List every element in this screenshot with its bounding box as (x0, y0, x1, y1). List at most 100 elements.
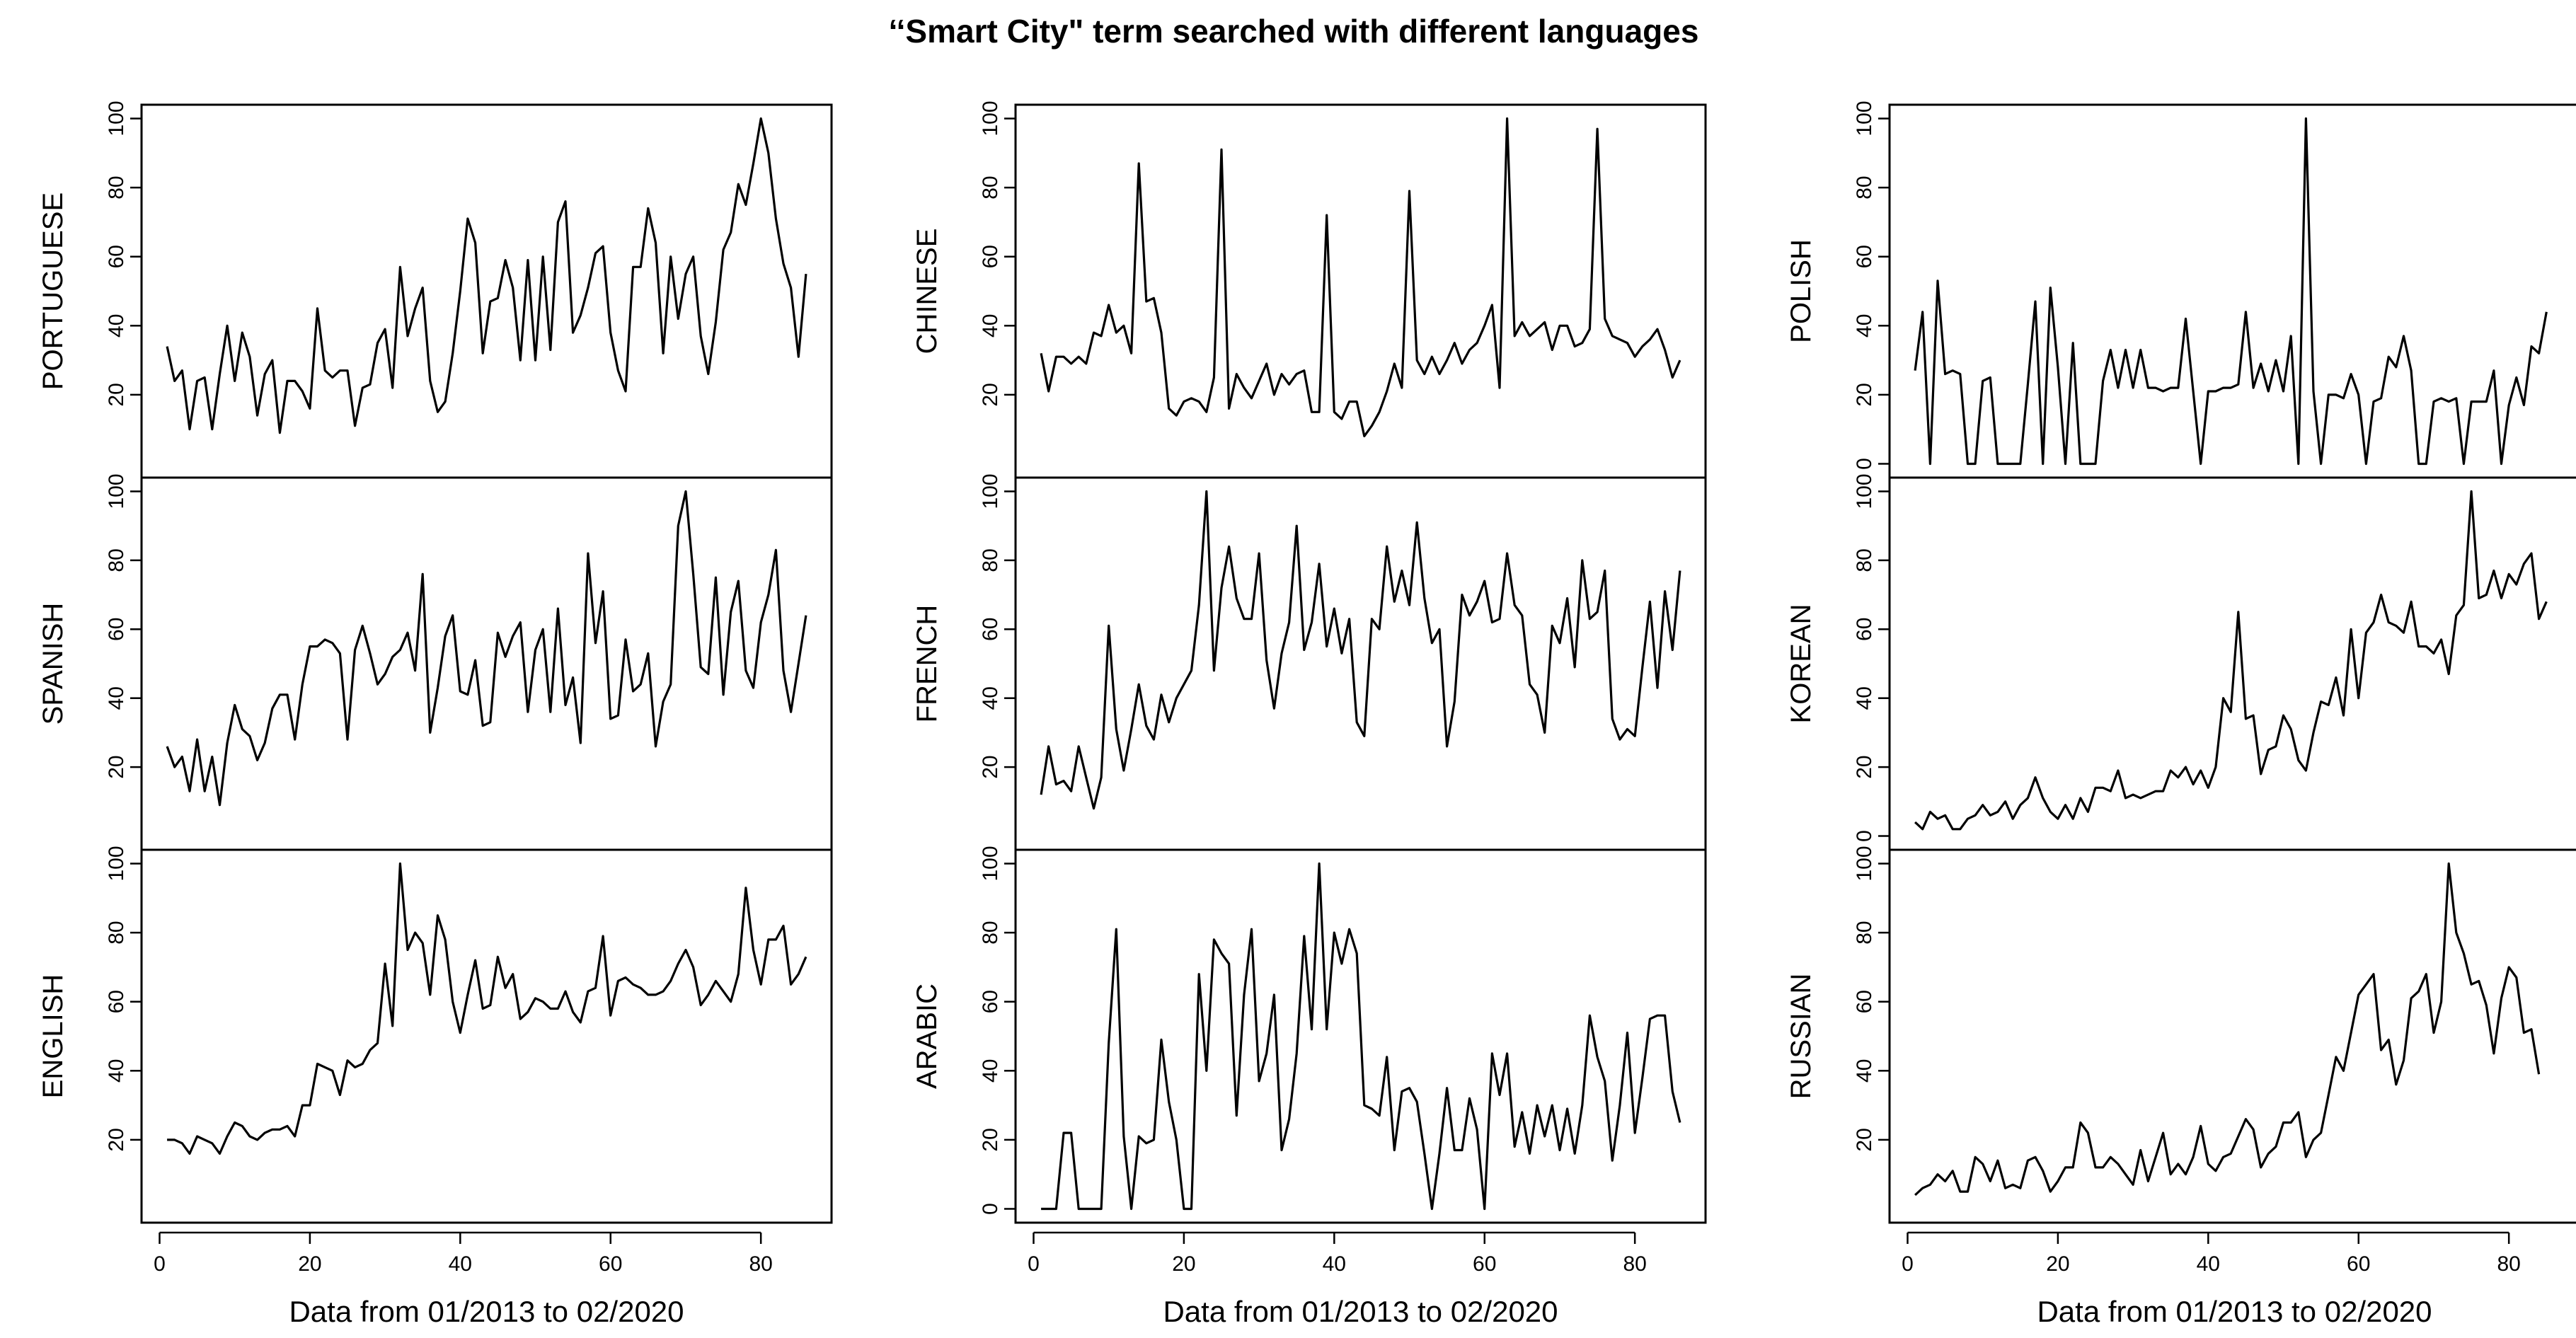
y-tick-label: 80 (979, 921, 1002, 944)
y-tick-label: 40 (105, 686, 128, 710)
y-tick-label: 80 (1853, 921, 1876, 944)
y-tick-label: 100 (979, 473, 1002, 509)
y-axis-label: ENGLISH (38, 974, 69, 1099)
x-tick-label: 80 (749, 1252, 772, 1276)
x-tick-label: 80 (2497, 1252, 2520, 1276)
y-tick-label: 100 (105, 473, 128, 509)
x-tick-label: 0 (1028, 1252, 1040, 1276)
y-tick-label: 40 (979, 1059, 1002, 1083)
panel-french: 20 40 60 80 100 FRENCH (912, 473, 1707, 851)
x-axis-label: Data from 01/2013 to 02/2020 (1163, 1295, 1558, 1328)
y-tick-label: 80 (105, 548, 128, 572)
plot-frame (1888, 476, 2576, 851)
x-tick-label: 40 (449, 1252, 472, 1276)
y-tick-label: 20 (1853, 383, 1876, 406)
y-tick-label: 100 (979, 100, 1002, 136)
y-tick-label: 60 (1853, 618, 1876, 641)
y-tick-label: 0 (1853, 830, 1876, 842)
x-tick-label: 20 (1172, 1252, 1195, 1276)
y-tick-label: 60 (1853, 245, 1876, 268)
y-tick-label: 80 (105, 175, 128, 199)
x-tick-label: 60 (1473, 1252, 1496, 1276)
y-axis-label: SPANISH (38, 603, 69, 725)
y-tick-label: 60 (105, 990, 128, 1013)
series-line-russian (1914, 862, 2541, 1196)
x-tick-label: 20 (2046, 1252, 2069, 1276)
series-line-polish (1914, 117, 2548, 466)
x-tick-label: 40 (1323, 1252, 1346, 1276)
x-tick-label: 80 (1623, 1252, 1646, 1276)
panel-spanish: 20 40 60 80 100 SPANISH (38, 473, 833, 851)
panel-russian: 20 40 60 80 100 RUSSIAN 0 20 40 60 80 Data from 01/… (1786, 846, 2576, 1328)
y-tick-label: 20 (105, 1128, 128, 1151)
series-line-korean (1914, 490, 2548, 831)
y-tick-label: 20 (105, 383, 128, 406)
series-line-arabic (1041, 862, 1681, 1211)
y-axis-label: CHINESE (912, 229, 943, 354)
y-tick-label: 60 (979, 990, 1002, 1013)
panels: 20406080100PORTUGUESE20406080100SPANISH2… (38, 100, 2576, 1328)
x-tick-label: 20 (298, 1252, 321, 1276)
series-line-spanish (166, 490, 807, 807)
x-tick-label: 0 (1902, 1252, 1914, 1276)
x-tick-label: 60 (2347, 1252, 2370, 1276)
y-tick-label: 60 (1853, 990, 1876, 1013)
y-tick-label: 40 (979, 686, 1002, 710)
y-axis-label: ARABIC (912, 984, 943, 1089)
y-tick-label: 100 (1853, 846, 1876, 881)
y-tick-label: 100 (105, 100, 128, 136)
y-tick-label: 80 (105, 921, 128, 944)
y-tick-label: 60 (979, 618, 1002, 641)
y-tick-label: 100 (1853, 100, 1876, 136)
y-tick-label: 40 (979, 314, 1002, 338)
y-tick-label: 20 (1853, 755, 1876, 778)
plot-frame (1888, 848, 2576, 1224)
y-tick-label: 100 (105, 846, 128, 881)
panel-english: 20 40 60 80 100 ENGLISH 0 20 40 60 80 Data from 01/… (38, 846, 833, 1328)
y-tick-label: 0 (1853, 458, 1876, 470)
chart-title: ‘‘Smart City" term searched with differe… (889, 13, 1699, 50)
plot-frame (140, 476, 833, 851)
y-tick-label: 100 (1853, 473, 1876, 509)
y-tick-label: 80 (1853, 175, 1876, 199)
panel-arabic: 0 20 40 60 80 100 ARABIC 0 20 40 60 80 Data from 01/… (912, 846, 1707, 1328)
y-axis-label: FRENCH (912, 605, 943, 723)
y-tick-label: 40 (105, 1059, 128, 1083)
series-line-chinese (1040, 117, 1681, 438)
y-tick-label: 0 (979, 1203, 1002, 1215)
plot-frame (1014, 476, 1707, 851)
series-line-french (1040, 490, 1681, 810)
y-axis-label: POLISH (1786, 239, 1817, 343)
y-tick-label: 60 (105, 618, 128, 641)
y-axis-label: KOREAN (1786, 604, 1817, 724)
panel-chinese: 20 40 60 80 100 CHINESE (912, 100, 1707, 479)
y-axis-label: PORTUGUESE (38, 192, 69, 390)
plot-frame (1014, 848, 1707, 1224)
y-tick-label: 20 (1853, 1128, 1876, 1151)
y-axis-label: RUSSIAN (1786, 974, 1817, 1100)
y-tick-label: 80 (979, 548, 1002, 572)
y-tick-label: 40 (1853, 314, 1876, 338)
y-tick-label: 20 (105, 755, 128, 778)
x-tick-label: 40 (2197, 1252, 2220, 1276)
y-tick-label: 80 (1853, 548, 1876, 572)
y-tick-label: 60 (105, 245, 128, 268)
plot-frame (140, 103, 833, 479)
y-tick-label: 20 (979, 383, 1002, 406)
plot-frame (140, 848, 833, 1224)
plot-frame (1888, 103, 2576, 479)
x-axis-label: Data from 01/2013 to 02/2020 (289, 1295, 684, 1328)
y-tick-label: 40 (1853, 1059, 1876, 1083)
panel-portuguese: 20 40 60 80 100 PORTUGUESE (38, 100, 833, 479)
y-tick-label: 60 (979, 245, 1002, 268)
y-tick-label: 20 (979, 755, 1002, 778)
y-tick-label: 40 (1853, 686, 1876, 710)
series-line-english (167, 862, 807, 1155)
y-tick-label: 100 (979, 846, 1002, 881)
y-tick-label: 80 (979, 175, 1002, 199)
panel-korean: 0 20 40 60 80 100 KOREAN (1786, 473, 2576, 851)
x-tick-label: 60 (599, 1252, 622, 1276)
panel-polish: 0 20 40 60 80 100 POLISH (1786, 100, 2576, 479)
x-axis-label: Data from 01/2013 to 02/2020 (2037, 1295, 2432, 1328)
